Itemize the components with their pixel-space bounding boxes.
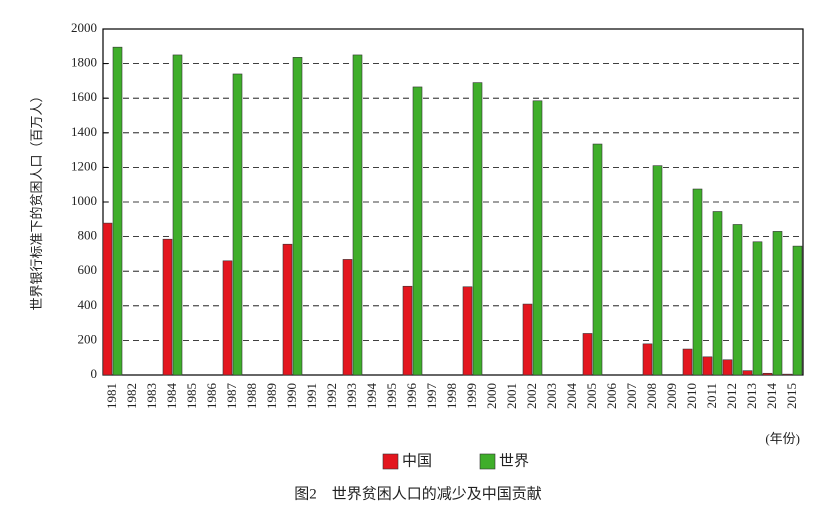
bar: [342, 259, 353, 376]
bar: [412, 86, 423, 376]
legend-label: 世界: [499, 452, 529, 469]
x-tick-label: 2015: [784, 383, 799, 409]
bar: [232, 73, 243, 376]
bar: [172, 54, 183, 376]
bar: [472, 82, 483, 376]
x-tick-label: 2014: [764, 383, 779, 410]
y-tick-label: 1200: [71, 158, 97, 173]
bar: [112, 46, 123, 376]
x-tick-label: 1995: [384, 383, 399, 409]
bar: [692, 188, 703, 376]
x-tick-label: 2010: [684, 383, 699, 409]
x-tick-label: 1996: [404, 383, 419, 410]
legend-label: 中国: [402, 452, 432, 469]
bar: [682, 348, 693, 376]
x-tick-label: 1992: [324, 383, 339, 409]
bar: [732, 224, 743, 376]
x-tick-label: 1989: [264, 383, 279, 409]
x-tick-label: 1984: [164, 383, 179, 410]
x-tick-label: 1993: [344, 383, 359, 409]
legend-swatch: [382, 453, 399, 470]
bar: [792, 245, 803, 376]
bar: [162, 238, 173, 376]
x-tick-label: 2000: [484, 383, 499, 409]
y-tick-label: 400: [78, 297, 98, 312]
x-axis-label: (年份): [765, 431, 800, 446]
plot-frame: [102, 28, 804, 376]
x-tick-label: 2002: [524, 383, 539, 409]
bar: [722, 359, 733, 376]
y-axis-label: 世界银行标准下的贫困人口（百万人）: [29, 89, 44, 310]
x-tick-label: 1987: [224, 383, 239, 410]
x-tick-label: 2003: [544, 383, 559, 409]
y-tick-label: 0: [91, 366, 98, 381]
x-tick-label: 1997: [424, 383, 439, 410]
bar: [582, 333, 593, 376]
bar: [282, 243, 293, 376]
y-tick-label: 2000: [71, 20, 97, 35]
x-tick-label: 1982: [124, 383, 139, 409]
bar: [742, 370, 753, 376]
bar: [762, 372, 773, 376]
y-tick-label: 1600: [71, 89, 97, 104]
x-tick-label: 2007: [624, 383, 639, 410]
x-tick-label: 2006: [604, 383, 619, 410]
x-tick-label: 1994: [364, 383, 379, 410]
x-tick-label: 1986: [204, 383, 219, 410]
x-tick-label: 2001: [504, 383, 519, 409]
x-tick-label: 1990: [284, 383, 299, 409]
x-tick-label: 1991: [304, 383, 319, 409]
legend-swatch: [479, 453, 496, 470]
bar: [222, 260, 233, 376]
y-tick-label: 1000: [71, 193, 97, 208]
x-tick-label: 2013: [744, 383, 759, 409]
x-tick-label: 1999: [464, 383, 479, 409]
bar: [592, 143, 603, 376]
bar: [402, 285, 413, 376]
bar: [642, 343, 653, 376]
x-tick-label: 1983: [144, 383, 159, 409]
y-tick-label: 200: [78, 331, 98, 346]
bar: [782, 373, 793, 376]
bar: [102, 222, 113, 376]
bar: [532, 100, 543, 376]
bar: [702, 356, 713, 376]
x-tick-label: 2011: [704, 383, 719, 409]
bar: [772, 231, 783, 376]
x-tick-label: 1981: [104, 383, 119, 409]
bar: [652, 165, 663, 376]
y-tick-label: 1400: [71, 124, 97, 139]
bar: [752, 241, 763, 376]
x-tick-label: 1988: [244, 383, 259, 409]
bar: [462, 286, 473, 376]
caption: 图2 世界贫困人口的减少及中国贡献: [294, 485, 542, 502]
x-tick-label: 2005: [584, 383, 599, 409]
bar: [712, 211, 723, 376]
bar: [292, 57, 303, 376]
x-tick-label: 2004: [564, 383, 579, 410]
x-tick-label: 2009: [664, 383, 679, 409]
y-tick-label: 1800: [71, 55, 97, 70]
y-tick-label: 600: [78, 262, 98, 277]
y-tick-label: 800: [78, 228, 98, 243]
bar: [522, 303, 533, 376]
x-tick-label: 2012: [724, 383, 739, 409]
bar: [352, 54, 363, 376]
x-tick-label: 1985: [184, 383, 199, 409]
x-tick-label: 1998: [444, 383, 459, 409]
x-tick-label: 2008: [644, 383, 659, 409]
